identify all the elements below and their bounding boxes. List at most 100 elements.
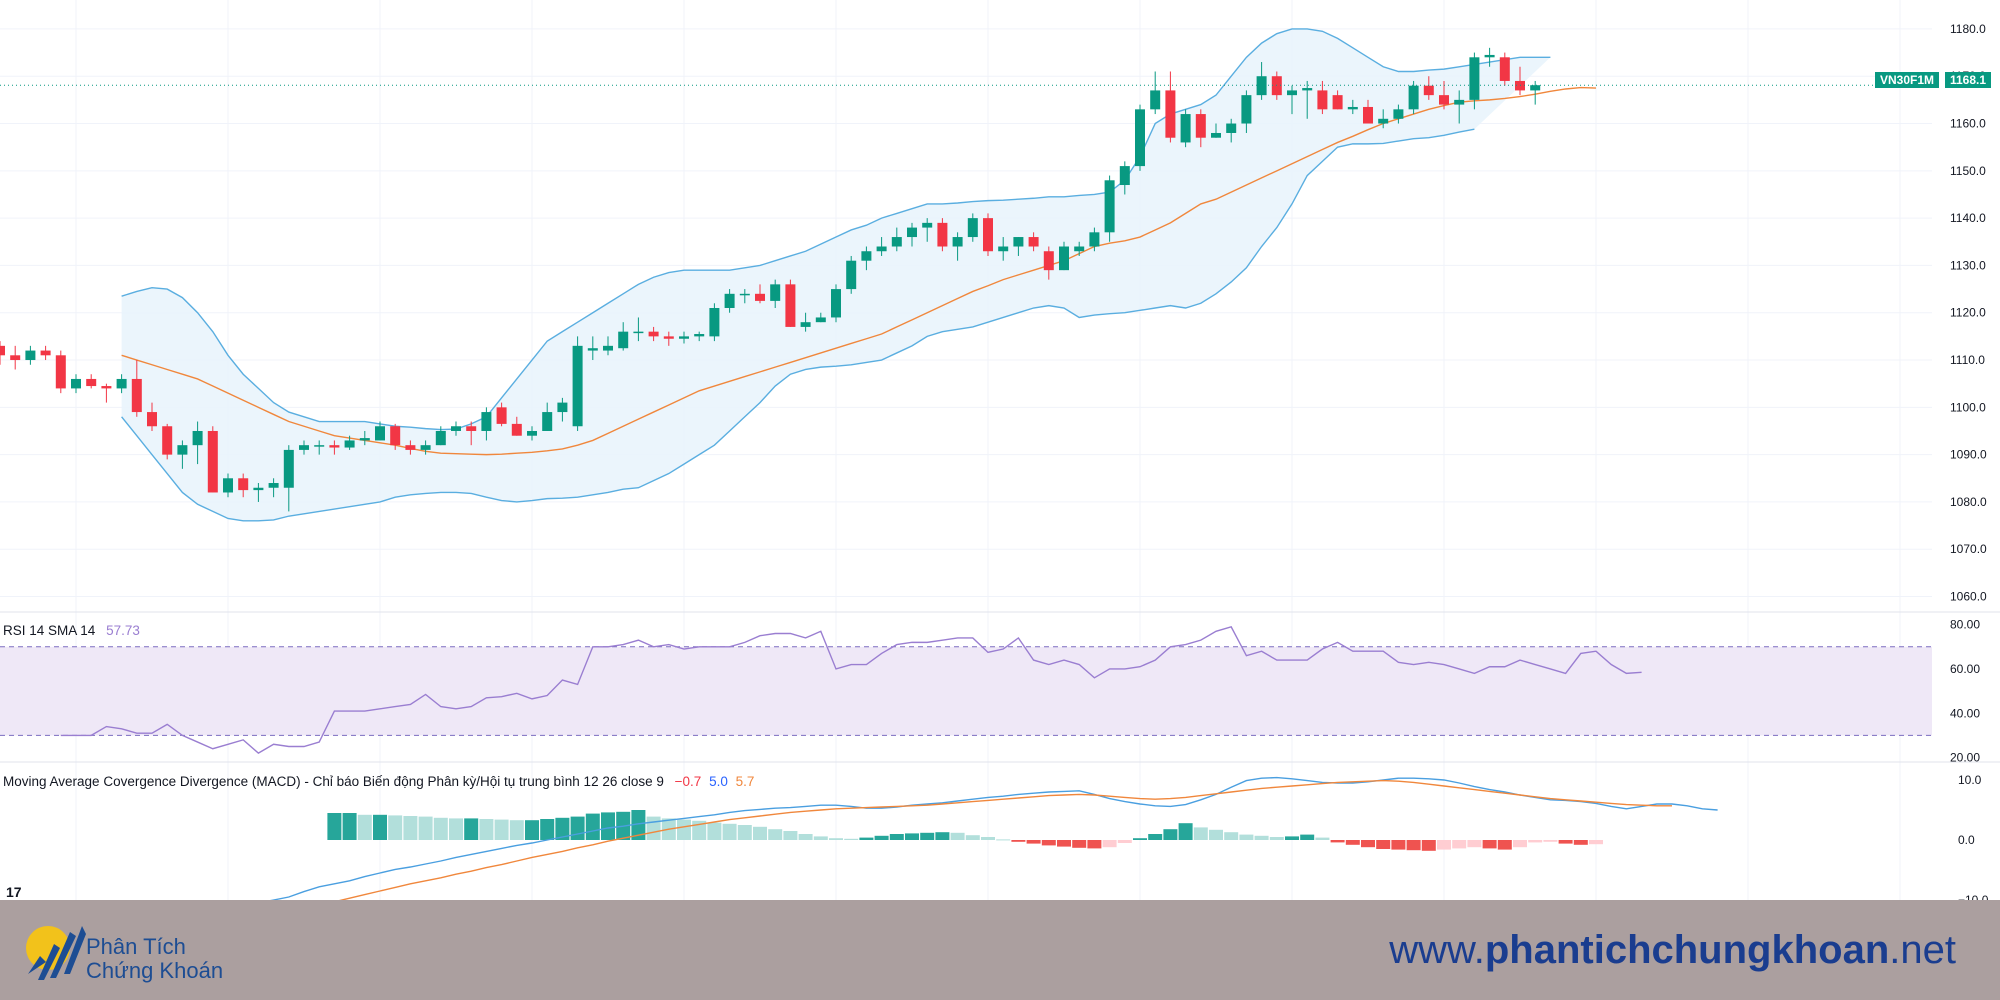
macd-histogram-bar bbox=[540, 819, 555, 840]
macd-histogram-bar bbox=[1467, 840, 1482, 848]
macd-histogram-bar bbox=[1102, 840, 1117, 848]
macd-histogram-bar bbox=[1437, 840, 1451, 850]
macd-tick-label: −10.0 bbox=[1958, 893, 1989, 900]
candle-body bbox=[207, 430, 218, 493]
macd-pane[interactable] bbox=[258, 776, 1718, 900]
candle-body bbox=[1104, 180, 1115, 233]
website-prefix: www. bbox=[1389, 928, 1485, 972]
candle-body bbox=[755, 293, 765, 301]
macd-histogram-bar bbox=[631, 810, 646, 840]
candle-body bbox=[603, 345, 613, 351]
candle-body bbox=[0, 345, 5, 356]
price-axis[interactable]: 1060.0 1070.0 1080.0 1090.0 1100.0 1110.0 1120… bbox=[1950, 22, 1989, 900]
candle-body bbox=[147, 412, 157, 427]
last-price-tag: 1168.1 bbox=[1945, 72, 1992, 88]
macd-histogram-bar bbox=[449, 818, 463, 840]
macd-histogram-bar bbox=[1558, 840, 1573, 844]
macd-hist-value: −0.7 bbox=[674, 774, 702, 789]
candle-body bbox=[709, 308, 720, 337]
rsi-tick-label: 20.00 bbox=[1950, 751, 1980, 765]
candle-body bbox=[405, 445, 416, 450]
macd-histogram-bar bbox=[1391, 840, 1406, 850]
macd-histogram-bar bbox=[509, 820, 524, 840]
grid-lines bbox=[0, 0, 2000, 900]
candle-body bbox=[1530, 85, 1541, 91]
macd-histogram-bar bbox=[373, 814, 387, 840]
macd-histogram-bar bbox=[1376, 840, 1391, 849]
candle-body bbox=[633, 331, 644, 334]
candle-body bbox=[1165, 90, 1176, 138]
macd-title: Moving Average Covergence Divergence (MA… bbox=[3, 774, 664, 789]
candle-body bbox=[1059, 246, 1069, 271]
macd-histogram-bar bbox=[737, 825, 752, 840]
macd-histogram-bar bbox=[555, 817, 570, 840]
candle-body bbox=[1013, 237, 1024, 247]
candle-body bbox=[1332, 95, 1343, 110]
candle-body bbox=[71, 378, 81, 389]
tradingview-logo[interactable]: 17 bbox=[6, 884, 32, 900]
candle-body bbox=[481, 412, 492, 431]
candle-body bbox=[1499, 57, 1510, 81]
macd-histogram-bar bbox=[1269, 837, 1284, 840]
macd-legend[interactable]: Moving Average Covergence Divergence (MA… bbox=[3, 774, 761, 789]
macd-histogram-bar bbox=[418, 816, 433, 840]
macd-histogram-bar bbox=[965, 835, 980, 840]
rsi-pane[interactable] bbox=[0, 626, 1932, 754]
macd-histogram-bar bbox=[768, 829, 783, 840]
candle-body bbox=[451, 426, 461, 431]
candle-body bbox=[223, 478, 233, 493]
website-url[interactable]: www.phantichchungkhoan.net bbox=[1389, 928, 1956, 973]
candle-body bbox=[694, 334, 705, 337]
macd-histogram-bar bbox=[570, 816, 585, 840]
macd-histogram-bar bbox=[1011, 840, 1026, 842]
macd-histogram-bar bbox=[585, 813, 600, 840]
macd-histogram-bar bbox=[753, 826, 767, 840]
candle-body bbox=[25, 350, 36, 361]
candle-body bbox=[1089, 232, 1100, 247]
macd-histogram-bar bbox=[783, 831, 798, 840]
candle-body bbox=[815, 317, 826, 323]
price-tick-label: 1130.0 bbox=[1950, 258, 1986, 272]
rsi-legend[interactable]: RSI 14 SMA 14 57.73 bbox=[3, 623, 147, 638]
macd-histogram-bar bbox=[1315, 837, 1330, 840]
candle-body bbox=[1439, 95, 1449, 105]
rsi-tick-label: 60.00 bbox=[1950, 662, 1980, 676]
candle-body bbox=[1287, 90, 1297, 96]
candle-body bbox=[40, 350, 51, 356]
candle-body bbox=[1135, 109, 1145, 167]
candle-body bbox=[800, 322, 811, 327]
candle-body bbox=[861, 251, 872, 261]
candle-body bbox=[1211, 132, 1221, 138]
macd-histogram-bar bbox=[1452, 840, 1467, 849]
candle-body bbox=[770, 284, 781, 301]
macd-tick-label: 0.0 bbox=[1958, 833, 1975, 847]
candle-body bbox=[967, 218, 978, 238]
candle-body bbox=[907, 227, 917, 238]
macd-histogram-bar bbox=[1330, 840, 1345, 843]
candle-body bbox=[116, 378, 127, 389]
rsi-tick-label: 40.00 bbox=[1950, 706, 1980, 720]
candle-body bbox=[1043, 251, 1054, 271]
candle-body bbox=[359, 438, 370, 441]
candle-body bbox=[344, 440, 355, 448]
macd-histogram-bar bbox=[342, 813, 357, 840]
candle-body bbox=[1256, 76, 1267, 96]
symbol-tag: VN30F1M bbox=[1875, 72, 1940, 88]
macd-histogram-bar bbox=[494, 819, 509, 840]
macd-histogram-bar bbox=[1209, 829, 1223, 840]
macd-histogram-bar bbox=[996, 839, 1011, 841]
rsi-value: 57.73 bbox=[106, 623, 140, 638]
candle-body bbox=[831, 289, 841, 318]
candle-body bbox=[192, 430, 203, 446]
candle-body bbox=[1195, 114, 1206, 138]
macd-histogram-bar bbox=[1193, 827, 1208, 840]
candle-body bbox=[131, 378, 142, 413]
price-pane[interactable] bbox=[0, 28, 1875, 522]
price-tick-label: 1100.0 bbox=[1950, 400, 1986, 414]
candle-body bbox=[253, 487, 264, 491]
price-tick-label: 1080.0 bbox=[1950, 495, 1987, 509]
brand-logo-icon bbox=[26, 926, 86, 980]
candle-body bbox=[1469, 57, 1480, 100]
brand-name-line1: Phân Tích bbox=[86, 934, 186, 959]
macd-histogram-bar bbox=[1421, 840, 1436, 851]
